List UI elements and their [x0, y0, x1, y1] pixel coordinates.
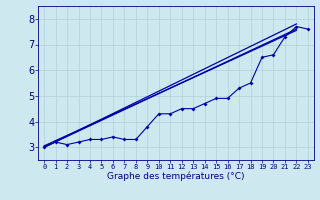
X-axis label: Graphe des températures (°C): Graphe des températures (°C) [107, 172, 245, 181]
